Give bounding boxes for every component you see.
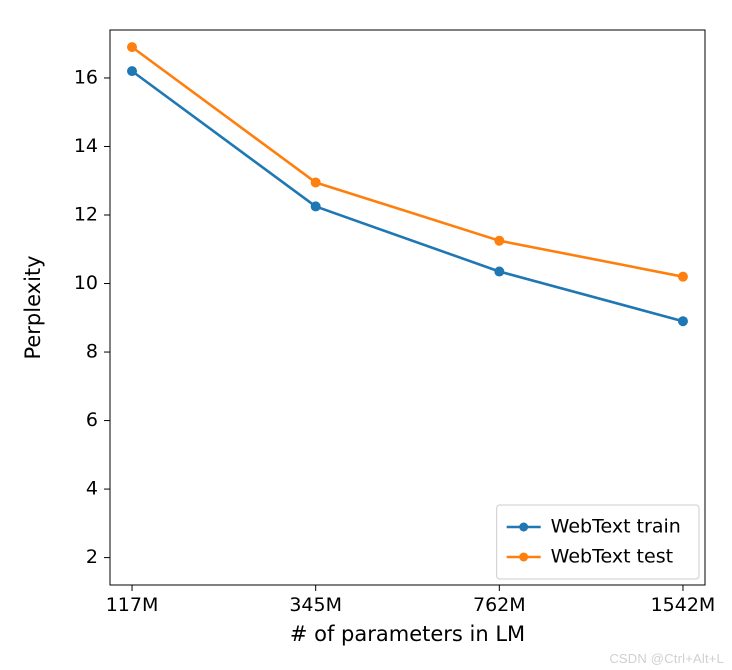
series-marker — [678, 317, 687, 326]
y-tick-label: 10 — [74, 272, 98, 294]
series-marker — [311, 202, 320, 211]
x-tick-label: 1542M — [651, 594, 716, 616]
x-tick-label: 345M — [289, 594, 342, 616]
y-tick-label: 6 — [86, 409, 98, 431]
y-tick-label: 8 — [86, 341, 98, 363]
y-tick-label: 4 — [86, 478, 98, 500]
legend-label: WebText test — [551, 546, 673, 568]
series-marker — [495, 236, 504, 245]
legend-label: WebText train — [551, 516, 681, 538]
x-tick-label: 762M — [473, 594, 526, 616]
y-axis-label: Perplexity — [21, 255, 45, 359]
legend-sample-marker — [519, 553, 528, 562]
series-marker — [311, 178, 320, 187]
y-tick-label: 12 — [74, 204, 98, 226]
perplexity-chart: 2 4 6 8 10 12 14 16 117M 345M 762M 1542M # of parame… — [0, 0, 732, 670]
series-marker — [128, 43, 137, 52]
x-tick-label: 117M — [106, 594, 159, 616]
y-tick-label: 14 — [74, 135, 98, 157]
series-marker — [678, 272, 687, 281]
x-axis-label: # of parameters in LM — [290, 622, 525, 646]
legend-sample-marker — [519, 523, 528, 532]
series-marker — [128, 67, 137, 76]
series-line — [132, 47, 683, 277]
watermark-text: CSDN @Ctrl+Alt+L — [609, 651, 724, 666]
chart-svg: 2 4 6 8 10 12 14 16 117M 345M 762M 1542M # of parame… — [0, 0, 732, 670]
plot-frame — [110, 30, 705, 585]
y-tick-label: 16 — [74, 66, 98, 88]
y-tick-label: 2 — [86, 546, 98, 568]
series-marker — [495, 267, 504, 276]
